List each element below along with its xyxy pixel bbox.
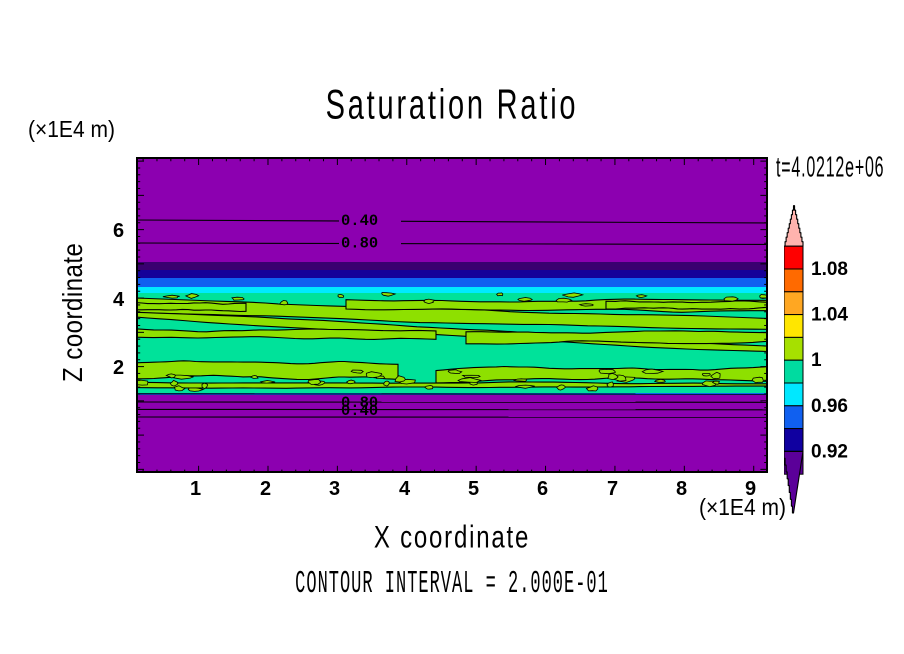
svg-text:1: 1 <box>811 350 822 371</box>
svg-text:1.08: 1.08 <box>811 259 848 280</box>
svg-text:1.04: 1.04 <box>811 305 848 326</box>
svg-text:0.96: 0.96 <box>811 396 848 417</box>
svg-text:0.92: 0.92 <box>811 441 848 462</box>
